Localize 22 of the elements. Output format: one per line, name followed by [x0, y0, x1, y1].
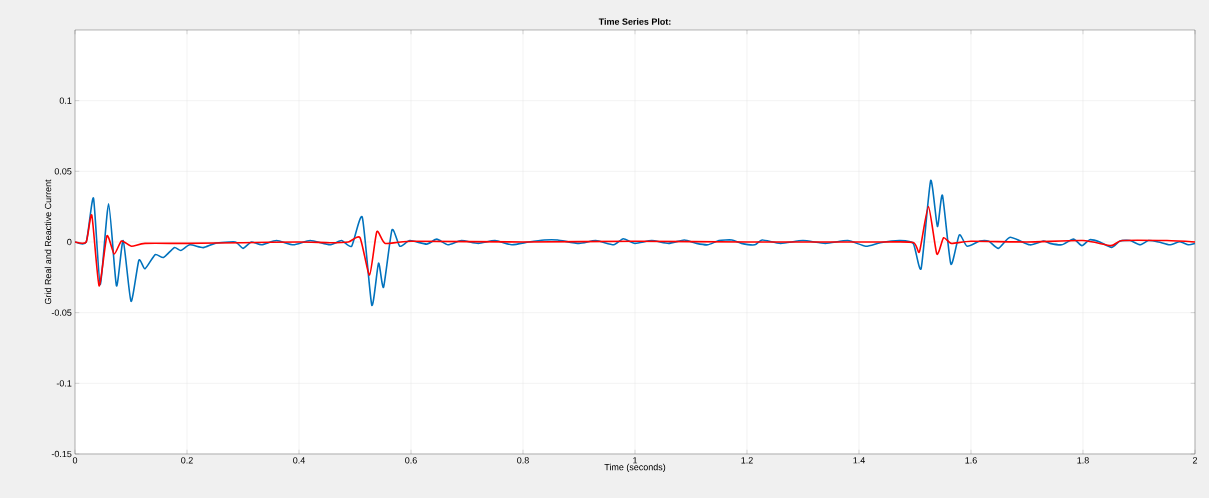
- y-tick-label: 0: [67, 238, 72, 246]
- x-tick-label: 0.2: [181, 457, 193, 464]
- y-tick-label: 0.1: [59, 97, 72, 104]
- x-tick-label: 0.6: [405, 457, 417, 464]
- y-axis-title: Grid Real and Reactive Current: [44, 179, 52, 305]
- y-tick-label: 0.05: [54, 168, 72, 175]
- x-axis-title: Time (seconds): [604, 463, 666, 473]
- line-series: [75, 179, 1195, 306]
- y-tick-label: -0.15: [51, 450, 72, 458]
- x-tick-label: 0.4: [293, 457, 305, 464]
- line-series: [75, 205, 1195, 287]
- x-tick-label: 1.6: [965, 457, 977, 464]
- x-tick-label: 1.2: [741, 457, 753, 464]
- x-tick-label: 1.4: [853, 457, 865, 464]
- chart-title: Time Series Plot:: [598, 18, 671, 25]
- x-tick-label: 0.8: [517, 457, 529, 464]
- x-tick-label: 2: [1192, 457, 1198, 464]
- x-tick-label: 1.8: [1077, 457, 1089, 464]
- x-tick-label: 0: [72, 457, 78, 464]
- x-tick-label: 1: [633, 457, 638, 464]
- y-tick-label: -0.05: [51, 309, 72, 316]
- y-tick-label: -0.1: [56, 380, 72, 387]
